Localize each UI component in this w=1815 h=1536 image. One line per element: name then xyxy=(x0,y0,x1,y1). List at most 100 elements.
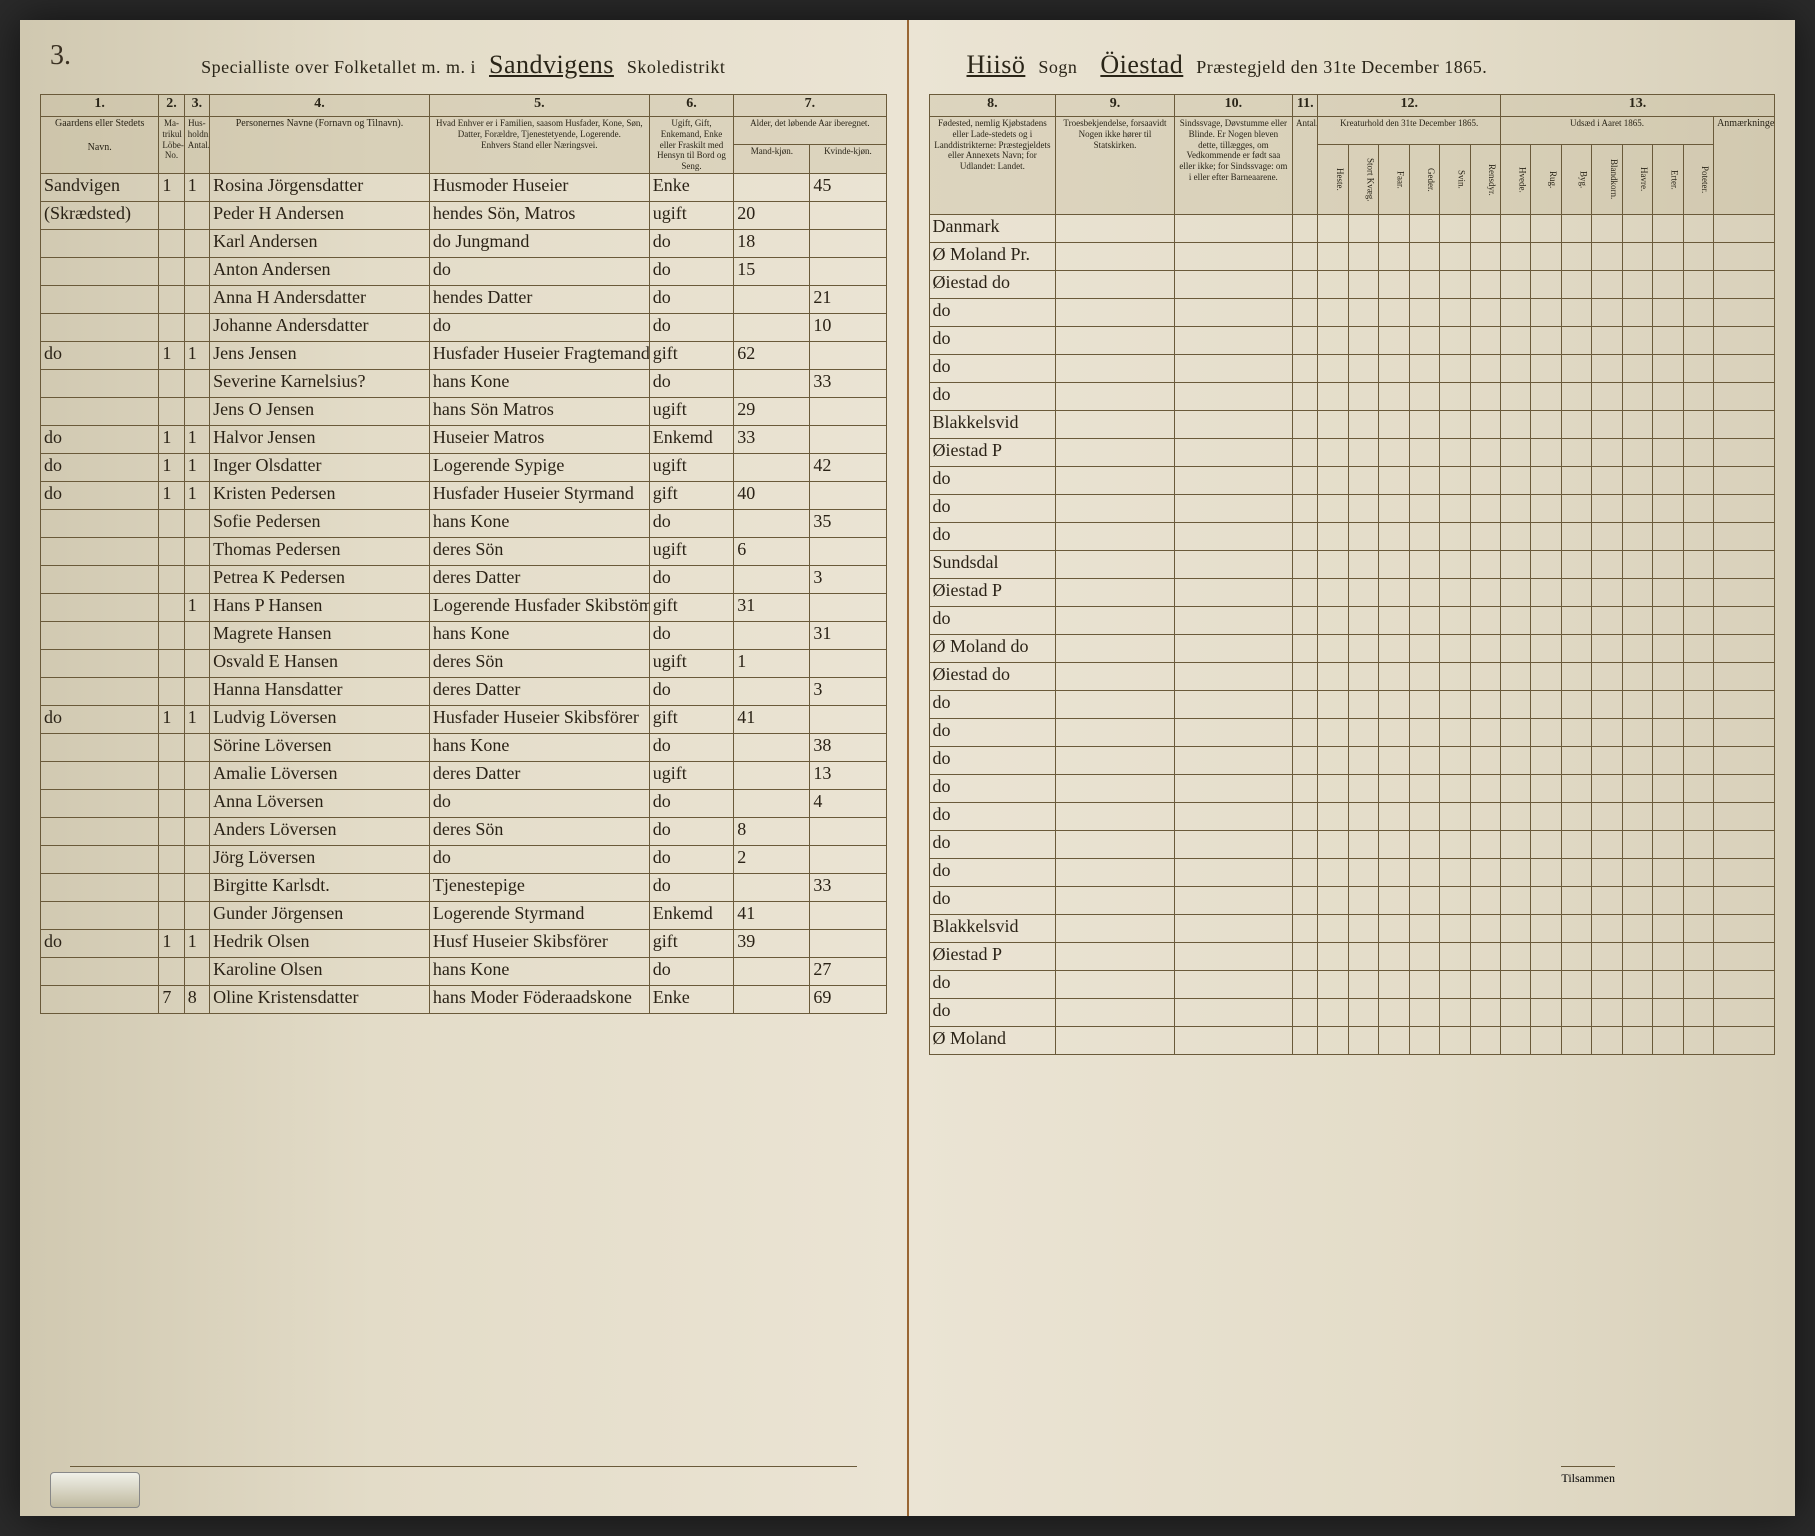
cell-mk: 18 xyxy=(734,229,810,257)
cell-blank xyxy=(1622,663,1652,691)
cell-blank xyxy=(1622,523,1652,551)
cell-blank xyxy=(1561,271,1591,299)
cell-blank xyxy=(1379,971,1409,999)
cell-blank xyxy=(1409,215,1439,243)
cell-blank xyxy=(1714,271,1775,299)
table-row: do xyxy=(929,467,1775,495)
cell-blank xyxy=(1714,859,1775,887)
cell-blank xyxy=(1409,355,1439,383)
cell-blank xyxy=(1653,355,1683,383)
cell-sted: do xyxy=(41,425,159,453)
cell-blank xyxy=(1056,299,1174,327)
cell-blank xyxy=(1318,971,1348,999)
cell-fode: do xyxy=(929,355,1056,383)
cell-mk xyxy=(734,733,810,761)
cell-blank xyxy=(1653,551,1683,579)
cell-blank xyxy=(1653,859,1683,887)
table-row: do xyxy=(929,355,1775,383)
cell-blank xyxy=(1056,747,1174,775)
cell-blank xyxy=(1348,271,1378,299)
h-tro: Troesbekjendelse, forsaavidt Nogen ikke … xyxy=(1056,117,1174,215)
cell-blank xyxy=(1683,579,1713,607)
table-row: do xyxy=(929,775,1775,803)
cell-blank xyxy=(1531,243,1561,271)
cell-mn xyxy=(159,537,184,565)
cell-kk xyxy=(810,649,886,677)
cell-blank xyxy=(1293,831,1318,859)
cell-blank xyxy=(1470,327,1500,355)
cell-mk: 6 xyxy=(734,537,810,565)
cell-blank xyxy=(1561,915,1591,943)
cell-ugift: do xyxy=(649,313,734,341)
cell-mn: 1 xyxy=(159,173,184,201)
cell-hh xyxy=(184,313,209,341)
table-row: Hanna Hansdatterderes Datterdo3 xyxy=(41,677,887,705)
cell-blank xyxy=(1531,803,1561,831)
table-row: do11Ludvig LöversenHusfader Huseier Skib… xyxy=(41,705,887,733)
cell-fode: Sundsdal xyxy=(929,551,1056,579)
cell-blank xyxy=(1561,355,1591,383)
cell-blank xyxy=(1683,215,1713,243)
cell-blank xyxy=(1348,915,1378,943)
right-thead: 8. 9. 10. 11. 12. 13. Fødested, nemlig K… xyxy=(929,95,1775,215)
cell-stand: deres Sön xyxy=(429,817,649,845)
h-hushold: Hus-holdn. Antal. xyxy=(184,117,209,174)
cell-kk xyxy=(810,537,886,565)
cell-navn: Hans P Hansen xyxy=(210,593,430,621)
cell-blank xyxy=(1318,523,1348,551)
cell-fode: do xyxy=(929,719,1056,747)
rcol-10: 10. xyxy=(1174,95,1292,117)
cell-blank xyxy=(1293,607,1318,635)
cell-fode: do xyxy=(929,831,1056,859)
cell-mk xyxy=(734,621,810,649)
cell-blank xyxy=(1174,943,1292,971)
cell-blank xyxy=(1348,579,1378,607)
cell-fode: do xyxy=(929,803,1056,831)
cell-blank xyxy=(1622,579,1652,607)
cell-blank xyxy=(1592,999,1622,1027)
cell-blank xyxy=(1379,495,1409,523)
cell-blank xyxy=(1409,327,1439,355)
cell-blank xyxy=(1470,971,1500,999)
cell-ugift: do xyxy=(649,957,734,985)
cell-blank xyxy=(1348,383,1378,411)
cell-navn: Johanne Andersdatter xyxy=(210,313,430,341)
cell-blank xyxy=(1174,439,1292,467)
cell-blank xyxy=(1714,915,1775,943)
cell-blank xyxy=(1592,719,1622,747)
cell-stand: hans Kone xyxy=(429,509,649,537)
cell-blank xyxy=(1531,691,1561,719)
cell-mk xyxy=(734,313,810,341)
cell-blank xyxy=(1683,719,1713,747)
cell-blank xyxy=(1293,719,1318,747)
cell-mk xyxy=(734,677,810,705)
cell-fode: Blakkelsvid xyxy=(929,411,1056,439)
cell-blank xyxy=(1318,411,1348,439)
cell-blank xyxy=(1174,971,1292,999)
cell-blank xyxy=(1683,523,1713,551)
cell-blank xyxy=(1174,467,1292,495)
cell-blank xyxy=(1531,831,1561,859)
cell-sted xyxy=(41,621,159,649)
cell-stand: deres Datter xyxy=(429,565,649,593)
subhead: Havre. xyxy=(1622,145,1652,215)
cell-blank xyxy=(1470,523,1500,551)
cell-blank xyxy=(1683,971,1713,999)
cell-blank xyxy=(1409,971,1439,999)
cell-blank xyxy=(1348,999,1378,1027)
cell-blank xyxy=(1622,1027,1652,1055)
cell-kk xyxy=(810,201,886,229)
cell-blank xyxy=(1561,663,1591,691)
cell-blank xyxy=(1501,607,1531,635)
cell-mk: 31 xyxy=(734,593,810,621)
cell-blank xyxy=(1318,663,1348,691)
cell-blank xyxy=(1379,747,1409,775)
cell-blank xyxy=(1653,607,1683,635)
cell-sted xyxy=(41,509,159,537)
cell-blank xyxy=(1379,635,1409,663)
cell-blank xyxy=(1318,299,1348,327)
cell-blank xyxy=(1409,803,1439,831)
cell-fode: do xyxy=(929,747,1056,775)
cell-blank xyxy=(1348,663,1378,691)
cell-navn: Jörg Löversen xyxy=(210,845,430,873)
